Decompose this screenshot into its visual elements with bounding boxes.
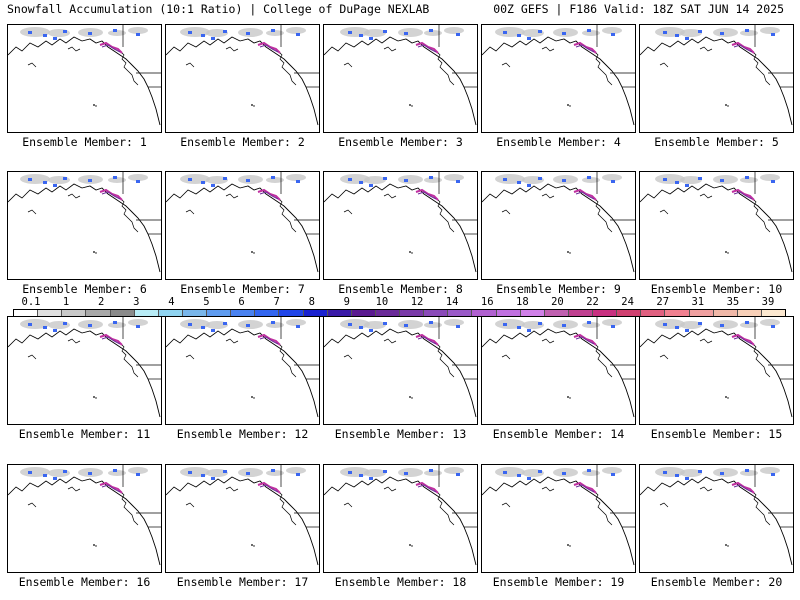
ensemble-map-panel [481, 24, 636, 133]
colorbar-tick-label: 5 [203, 296, 210, 308]
ensemble-member-label: Ensemble Member: 11 [18, 427, 151, 441]
colorbar-swatch [593, 310, 618, 316]
ensemble-map-panel [481, 464, 636, 573]
ensemble-map-panel [639, 316, 794, 425]
colorbar-tick-label: 14 [445, 296, 459, 308]
ensemble-member-label: Ensemble Member: 10 [650, 282, 783, 296]
ensemble-map-panel [7, 171, 162, 280]
colorbar-swatch [641, 310, 666, 316]
colorbar-tick-label: 16 [480, 296, 494, 308]
colorbar-tick-label: 8 [308, 296, 315, 308]
ensemble-map-panel [165, 171, 320, 280]
colorbar-tick-label: 35 [726, 296, 740, 308]
colorbar-swatch [568, 310, 593, 316]
ensemble-member-label: Ensemble Member: 17 [176, 575, 309, 589]
ensemble-map-panel [323, 24, 478, 133]
ensemble-map-panel [639, 464, 794, 573]
colorbar-tick-label: 12 [410, 296, 424, 308]
ensemble-map-panel [165, 464, 320, 573]
ensemble-map-panel [639, 24, 794, 133]
colorbar-tick-label: 27 [656, 296, 670, 308]
colorbar-tick-label: 6 [238, 296, 245, 308]
ensemble-map-panel [323, 171, 478, 280]
ensemble-member-label: Ensemble Member: 3 [338, 135, 463, 149]
ensemble-member-label: Ensemble Member: 15 [650, 427, 783, 441]
ensemble-member-label: Ensemble Member: 14 [492, 427, 625, 441]
colorbar-swatch [544, 310, 569, 316]
colorbar-swatch [303, 310, 328, 316]
colorbar-swatch [231, 310, 256, 316]
ensemble-member-label: Ensemble Member: 19 [492, 575, 625, 589]
run-info: 00Z GEFS | F186 Valid: 18Z SAT JUN 14 20… [493, 2, 784, 16]
colorbar-swatch [351, 310, 376, 316]
colorbar-tick-label: 31 [691, 296, 705, 308]
colorbar-swatch [182, 310, 207, 316]
colorbar-swatch [761, 310, 785, 316]
ensemble-member-label: Ensemble Member: 4 [496, 135, 621, 149]
colorbar-swatch [375, 310, 400, 316]
colorbar-tick-label: 1 [62, 296, 70, 308]
ensemble-map-panel [7, 316, 162, 425]
colorbar-swatch [737, 310, 762, 316]
colorbar-swatch [134, 310, 159, 316]
ensemble-member-label: Ensemble Member: 5 [654, 135, 779, 149]
colorbar-swatch [448, 310, 473, 316]
colorbar-tick-label: 39 [761, 296, 775, 308]
colorbar-tick-label: 22 [586, 296, 599, 308]
ensemble-map-panel [165, 316, 320, 425]
ensemble-member-label: Ensemble Member: 6 [22, 282, 147, 296]
ensemble-map-panel [323, 316, 478, 425]
colorbar [13, 309, 786, 317]
ensemble-member-label: Ensemble Member: 20 [650, 575, 783, 589]
colorbar-tick-label: 20 [551, 296, 564, 308]
colorbar-tick-label: 4 [168, 296, 175, 308]
ensemble-map-panel [7, 24, 162, 133]
ensemble-member-label: Ensemble Member: 8 [338, 282, 463, 296]
ensemble-map-panel [7, 464, 162, 573]
ensemble-map-panel [165, 24, 320, 133]
colorbar-swatch [496, 310, 521, 316]
colorbar-swatch [424, 310, 449, 316]
map-title: Snowfall Accumulation (10:1 Ratio) | Col… [7, 2, 430, 16]
ensemble-map-panel [323, 464, 478, 573]
colorbar-tick-label: 9 [343, 296, 351, 308]
ensemble-member-label: Ensemble Member: 16 [18, 575, 151, 589]
ensemble-member-label: Ensemble Member: 2 [180, 135, 305, 149]
colorbar-swatch [86, 310, 111, 316]
colorbar-swatch [207, 310, 232, 316]
colorbar-tick-label: 0.1 [21, 296, 41, 308]
colorbar-swatch [14, 310, 39, 316]
colorbar-tick-label: 24 [621, 296, 634, 308]
colorbar-swatch [689, 310, 714, 316]
ensemble-map-panel [481, 171, 636, 280]
colorbar-swatch [255, 310, 280, 316]
colorbar-tick-label: 10 [375, 296, 389, 308]
colorbar-tick-label: 3 [133, 296, 140, 308]
ensemble-member-label: Ensemble Member: 7 [180, 282, 305, 296]
colorbar-swatch [472, 310, 497, 316]
ensemble-member-label: Ensemble Member: 13 [334, 427, 467, 441]
colorbar-swatch [62, 310, 87, 316]
colorbar-swatch [279, 310, 304, 316]
colorbar-tick-label: 18 [516, 296, 529, 308]
colorbar-tick-label: 7 [273, 296, 280, 308]
colorbar-swatch [713, 310, 738, 316]
colorbar-swatch [520, 310, 545, 316]
colorbar-swatch [327, 310, 352, 316]
ensemble-member-label: Ensemble Member: 9 [496, 282, 621, 296]
colorbar-swatch [38, 310, 63, 316]
ensemble-member-label: Ensemble Member: 18 [334, 575, 467, 589]
colorbar-swatch [158, 310, 183, 316]
colorbar-labels: 0.1 1 2 3 4 5 6 7 8 9 10 12 14 16 18 20 22 24 27 31 35 39 [0, 296, 800, 309]
colorbar-swatch [617, 310, 642, 316]
ensemble-member-label: Ensemble Member: 1 [22, 135, 147, 149]
colorbar-tick-label: 2 [98, 296, 105, 308]
colorbar-swatch [110, 310, 135, 316]
ensemble-map-panel [639, 171, 794, 280]
ensemble-map-panel [481, 316, 636, 425]
colorbar-swatch [400, 310, 425, 316]
ensemble-member-label: Ensemble Member: 12 [176, 427, 309, 441]
colorbar-swatch [665, 310, 690, 316]
